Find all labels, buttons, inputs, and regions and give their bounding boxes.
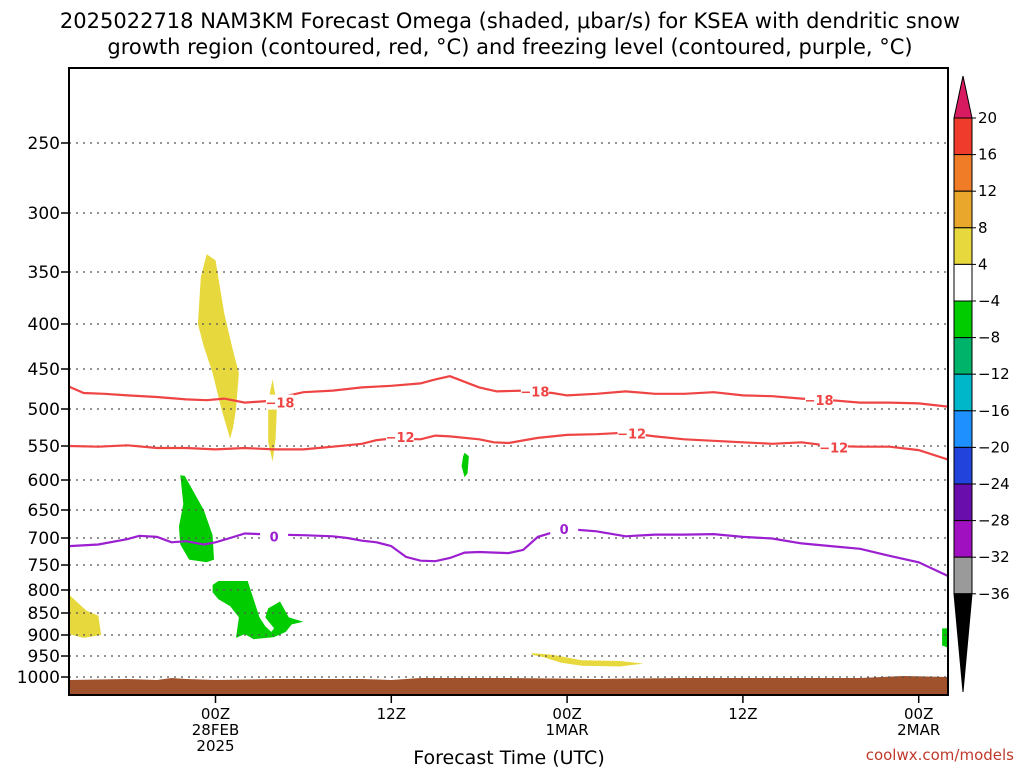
y-tick-label: 950 — [28, 647, 60, 667]
contour-label-bg — [265, 394, 294, 410]
colorbar-bottom-arrow — [953, 593, 973, 693]
contour--18 — [68, 375, 949, 408]
x-axis-label: Forecast Time (UTC) — [413, 747, 604, 768]
y-tick-label: 550 — [28, 437, 60, 457]
colorbar-segment — [953, 410, 973, 448]
pressure-axis: 2503003504004505005506006507007508008509… — [17, 134, 69, 688]
contour-label: 0 — [560, 523, 569, 538]
y-tick-label: 650 — [28, 501, 60, 521]
contour-label: −18 — [805, 394, 834, 409]
title-line-1: 2025022718 NAM3KM Forecast Omega (shaded… — [60, 9, 960, 33]
contour-label-bg — [386, 429, 415, 445]
gridlines — [69, 142, 948, 678]
colorbar-segment — [953, 117, 973, 156]
colorbar-segment — [953, 556, 973, 595]
colorbar-label: −36 — [978, 585, 1010, 603]
contour-label-bg — [550, 521, 579, 537]
x-tick-label: 00Z — [904, 705, 933, 723]
contour-label-bg — [617, 425, 646, 441]
colorbar-segment — [953, 227, 973, 265]
colorbar-label: 4 — [978, 255, 988, 273]
omega-region-2 — [69, 594, 102, 638]
colorbar-label: −4 — [978, 292, 1000, 310]
y-tick-label: 350 — [28, 263, 60, 283]
colorbar-segment — [953, 154, 973, 192]
x-tick-label: 00Z — [552, 705, 581, 723]
contour-label: 0 — [270, 530, 279, 545]
contour-lines: −18 −18 −18 −12 −12 −12 0 0 — [68, 375, 949, 577]
ground-shading — [69, 676, 948, 695]
colorbar-label: 16 — [978, 146, 997, 164]
y-tick-label: 750 — [28, 556, 60, 576]
x-tick-label: 12Z — [377, 705, 406, 723]
y-tick-label: 250 — [28, 134, 60, 154]
y-tick-label: 300 — [28, 204, 60, 224]
colorbar-segment — [953, 520, 973, 558]
colorbar-label: −20 — [978, 438, 1010, 456]
omega-region-7 — [942, 628, 948, 648]
omega-shaded-regions — [69, 254, 948, 667]
colorbar-label: −16 — [978, 402, 1010, 420]
y-tick-label: 850 — [28, 604, 60, 624]
y-tick-label: 450 — [28, 360, 60, 380]
credit-text: coolwx.com/models — [866, 746, 1014, 764]
contour-label: −18 — [265, 397, 294, 412]
colorbar-segment — [953, 263, 973, 302]
omega-region-5 — [212, 581, 304, 640]
colorbar-top-arrow — [953, 75, 973, 119]
contour-label: −12 — [617, 427, 646, 442]
x-tick-label: 28FEB — [192, 721, 239, 739]
colorbar-segment — [953, 190, 973, 229]
contour-label: −12 — [819, 441, 848, 456]
colorbar-legend: 20 16 12 8 4 −4 −8 −12 −16 −20 −24 −28 −32 −36 — [953, 75, 1010, 693]
contour-label-bg — [805, 392, 834, 408]
contour-label-bg — [260, 528, 289, 544]
colorbar-segment — [953, 373, 973, 412]
colorbar-segment — [953, 300, 973, 339]
colorbar-label: 8 — [978, 219, 988, 237]
x-tick-label: 2MAR — [897, 721, 940, 739]
x-tick-label: 12Z — [728, 705, 757, 723]
chart-title: 2025022718 NAM3KM Forecast Omega (shaded… — [60, 9, 960, 59]
contour-label: −12 — [386, 431, 415, 446]
contour-label-bg — [819, 439, 848, 455]
omega-region-4 — [178, 475, 214, 563]
colorbar-segment — [953, 446, 973, 485]
x-tick-label: 00Z — [201, 705, 230, 723]
title-line-2: growth region (contoured, red, °C) and f… — [107, 35, 912, 59]
terrain-ground — [69, 676, 948, 695]
y-tick-label: 900 — [28, 626, 60, 646]
x-tick-label: 2025 — [196, 737, 234, 755]
colorbar-segment — [953, 337, 973, 375]
contour--12 — [68, 431, 949, 461]
y-tick-label: 1000 — [17, 668, 60, 688]
omega-region-3 — [531, 653, 644, 667]
contour-label-bg — [520, 383, 549, 399]
contour-0 — [68, 527, 949, 577]
colorbar-label: 20 — [978, 109, 997, 127]
colorbar-label: −28 — [978, 512, 1010, 530]
plot-frame — [68, 67, 949, 696]
colorbar-segment — [953, 483, 973, 522]
colorbar-label: 12 — [978, 182, 997, 200]
y-tick-label: 400 — [28, 315, 60, 335]
contour-label: −18 — [520, 385, 549, 400]
colorbar-label: −24 — [978, 475, 1010, 493]
y-tick-label: 700 — [28, 529, 60, 549]
colorbar-label: −12 — [978, 365, 1010, 383]
y-tick-label: 800 — [28, 581, 60, 601]
y-tick-label: 500 — [28, 400, 60, 420]
colorbar-label: −8 — [978, 329, 1000, 347]
colorbar-label: −32 — [978, 548, 1010, 566]
omega-region-6 — [461, 452, 469, 478]
y-tick-label: 600 — [28, 471, 60, 491]
omega-region-0 — [197, 254, 239, 439]
x-tick-label: 1MAR — [546, 721, 589, 739]
